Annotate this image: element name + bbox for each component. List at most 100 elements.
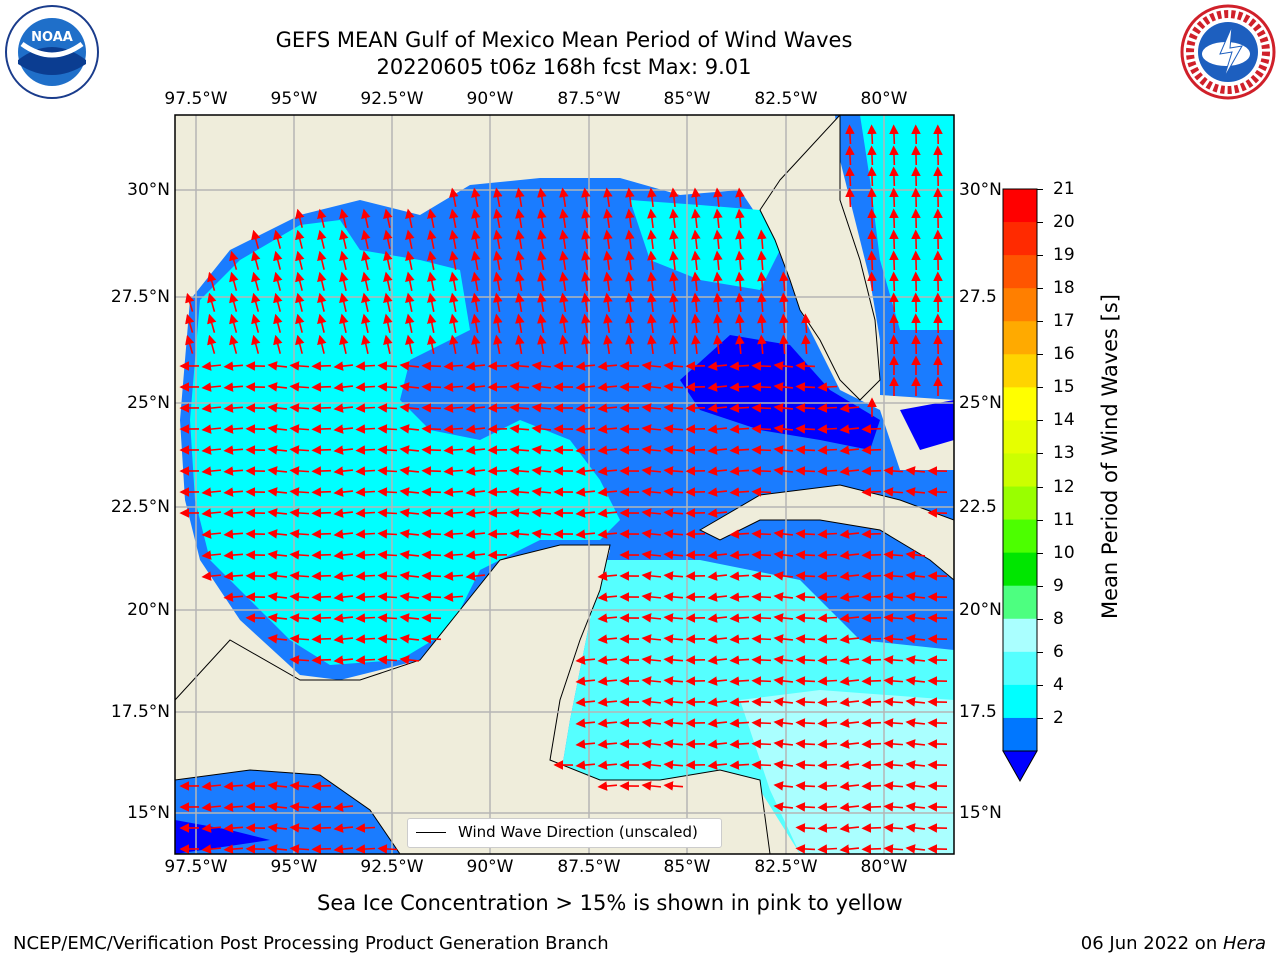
wind-wave-arrow bbox=[867, 208, 877, 229]
wind-wave-arrow bbox=[795, 550, 816, 560]
wind-wave-arrow bbox=[311, 655, 332, 665]
wind-wave-arrow bbox=[471, 208, 481, 228]
wind-wave-arrow bbox=[905, 550, 926, 560]
wind-wave-arrow bbox=[641, 487, 662, 497]
wind-wave-arrow bbox=[449, 334, 459, 354]
wind-wave-arrow bbox=[201, 403, 222, 413]
wind-wave-arrow bbox=[405, 334, 415, 354]
wind-wave-arrow bbox=[267, 634, 288, 644]
wind-wave-arrow bbox=[625, 250, 635, 271]
wind-wave-arrow bbox=[663, 781, 684, 791]
wind-wave-arrow bbox=[251, 292, 261, 312]
wind-wave-arrow bbox=[861, 571, 882, 581]
wind-wave-arrow bbox=[361, 229, 371, 249]
legend-line bbox=[416, 832, 446, 833]
wind-wave-arrow bbox=[317, 271, 327, 291]
lon-tick-top: 92.5°W bbox=[360, 89, 424, 109]
wind-wave-arrow bbox=[773, 424, 794, 434]
wind-wave-arrow bbox=[333, 823, 354, 833]
wind-wave-arrow bbox=[707, 739, 728, 749]
wind-wave-arrow bbox=[421, 634, 442, 644]
colorbar-tick: 21 bbox=[1053, 179, 1075, 199]
wind-wave-arrow bbox=[471, 334, 481, 354]
lat-tick-right: 15°N bbox=[959, 803, 1002, 823]
colorbar-tick-mark bbox=[1037, 354, 1043, 356]
wind-wave-arrow bbox=[355, 466, 376, 476]
wind-wave-arrow bbox=[383, 334, 393, 354]
wind-wave-arrow bbox=[311, 571, 332, 581]
wind-wave-arrow bbox=[757, 250, 767, 271]
wind-wave-arrow bbox=[421, 382, 442, 392]
wind-wave-arrow bbox=[289, 361, 310, 371]
wind-wave-arrow bbox=[889, 250, 899, 271]
wind-wave-arrow bbox=[267, 802, 288, 812]
wind-wave-arrow bbox=[597, 445, 618, 455]
wind-wave-arrow bbox=[625, 271, 635, 292]
wind-wave-arrow bbox=[421, 571, 442, 581]
wind-wave-arrow bbox=[333, 571, 354, 581]
wind-wave-arrow bbox=[399, 571, 420, 581]
wind-wave-arrow bbox=[817, 592, 838, 602]
wind-wave-arrow bbox=[311, 508, 332, 518]
colorbar-tick-mark bbox=[1037, 519, 1043, 521]
wind-wave-arrow bbox=[751, 739, 772, 749]
wind-wave-arrow bbox=[905, 466, 926, 476]
colorbar-tick: 11 bbox=[1053, 509, 1075, 530]
wind-wave-arrow bbox=[311, 802, 332, 812]
wind-wave-arrow bbox=[339, 208, 349, 228]
wind-wave-arrow bbox=[663, 571, 684, 581]
wind-wave-arrow bbox=[223, 382, 244, 392]
wind-wave-arrow bbox=[289, 844, 310, 854]
wind-wave-arrow bbox=[515, 250, 525, 271]
wind-wave-arrow bbox=[399, 445, 420, 455]
wind-wave-arrow bbox=[663, 529, 684, 539]
wind-wave-arrow bbox=[383, 313, 393, 333]
wind-wave-arrow bbox=[597, 760, 618, 770]
wind-wave-arrow bbox=[641, 676, 662, 686]
wind-wave-arrow bbox=[289, 466, 310, 476]
wind-wave-arrow bbox=[333, 634, 354, 644]
wind-wave-arrow bbox=[421, 487, 442, 497]
wind-wave-arrow bbox=[251, 250, 261, 270]
wind-wave-arrow bbox=[669, 187, 679, 208]
wind-wave-arrow bbox=[399, 382, 420, 392]
wind-wave-arrow bbox=[905, 676, 926, 686]
wind-wave-arrow bbox=[377, 361, 398, 371]
wind-wave-arrow bbox=[559, 250, 569, 271]
wind-wave-arrow bbox=[471, 250, 481, 270]
wind-wave-arrow bbox=[773, 760, 794, 770]
lat-tick-right: 30°N bbox=[959, 180, 1002, 200]
wind-wave-arrow bbox=[201, 382, 222, 392]
lon-tick-top: 97.5°W bbox=[164, 89, 228, 109]
wind-wave-arrow bbox=[355, 571, 376, 581]
wind-wave-arrow bbox=[361, 292, 371, 312]
wind-wave-arrow bbox=[911, 292, 921, 313]
wind-wave-arrow bbox=[355, 592, 376, 602]
wind-wave-arrow bbox=[201, 550, 222, 560]
wind-wave-arrow bbox=[597, 361, 618, 371]
wind-wave-arrow bbox=[817, 529, 838, 539]
wind-wave-arrow bbox=[575, 445, 596, 455]
wind-wave-arrow bbox=[647, 271, 657, 292]
wind-wave-arrow bbox=[493, 292, 503, 313]
wind-wave-arrow bbox=[465, 382, 486, 392]
wind-wave-arrow bbox=[405, 208, 415, 228]
wind-wave-arrow bbox=[575, 760, 596, 770]
wind-wave-arrow bbox=[377, 403, 398, 413]
wind-wave-arrow bbox=[201, 529, 222, 539]
colorbar-tick: 14 bbox=[1053, 410, 1075, 431]
wind-wave-arrow bbox=[355, 403, 376, 413]
wind-wave-arrow bbox=[751, 403, 772, 413]
wind-wave-arrow bbox=[641, 634, 662, 644]
wind-wave-arrow bbox=[355, 823, 376, 833]
wind-wave-arrow bbox=[905, 634, 926, 644]
wind-wave-arrow bbox=[383, 271, 393, 291]
wind-wave-arrow bbox=[339, 334, 349, 354]
wind-wave-arrow bbox=[223, 424, 244, 434]
wind-wave-arrow bbox=[289, 823, 310, 833]
wind-wave-arrow bbox=[333, 655, 354, 665]
lon-tick-top: 80°W bbox=[860, 89, 908, 109]
wind-wave-arrow bbox=[405, 292, 415, 312]
wind-wave-arrow bbox=[867, 250, 877, 271]
wind-wave-arrow bbox=[267, 487, 288, 497]
